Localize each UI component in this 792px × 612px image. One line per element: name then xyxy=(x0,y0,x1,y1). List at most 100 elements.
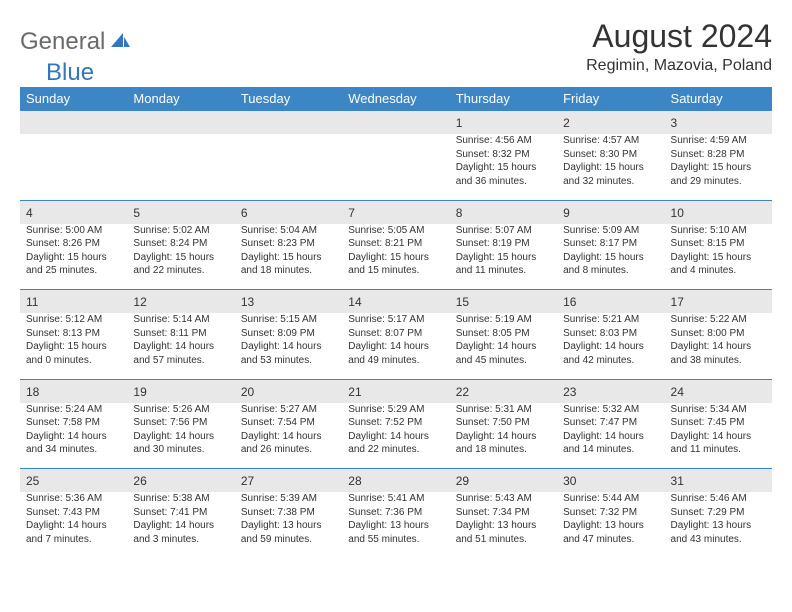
day-detail-cell: Sunrise: 5:15 AMSunset: 8:09 PMDaylight:… xyxy=(235,313,342,379)
day-detail-text: Sunrise: 5:00 AMSunset: 8:26 PMDaylight:… xyxy=(26,224,121,278)
calendar-table: SundayMondayTuesdayWednesdayThursdayFrid… xyxy=(20,87,772,558)
day-number: 24 xyxy=(671,385,684,399)
week-daynum-row: 45678910 xyxy=(20,200,772,224)
day-number-cell: 6 xyxy=(235,200,342,224)
day-number: 8 xyxy=(456,206,463,220)
day-detail-cell: Sunrise: 4:59 AMSunset: 8:28 PMDaylight:… xyxy=(665,134,772,200)
day-number: 25 xyxy=(26,474,39,488)
week-detail-row: Sunrise: 5:36 AMSunset: 7:43 PMDaylight:… xyxy=(20,492,772,558)
day-number: 30 xyxy=(563,474,576,488)
dow-header-cell: Monday xyxy=(127,87,234,111)
day-detail-cell: Sunrise: 5:38 AMSunset: 7:41 PMDaylight:… xyxy=(127,492,234,558)
day-detail-text: Sunrise: 5:44 AMSunset: 7:32 PMDaylight:… xyxy=(563,492,658,546)
week-daynum-row: 25262728293031 xyxy=(20,469,772,493)
month-title: August 2024 xyxy=(586,18,772,55)
day-number-cell: 10 xyxy=(665,200,772,224)
day-detail-cell: Sunrise: 5:14 AMSunset: 8:11 PMDaylight:… xyxy=(127,313,234,379)
day-detail-cell: Sunrise: 5:09 AMSunset: 8:17 PMDaylight:… xyxy=(557,224,664,290)
day-number-cell: 3 xyxy=(665,111,772,135)
day-number: 9 xyxy=(563,206,570,220)
day-detail-text: Sunrise: 5:09 AMSunset: 8:17 PMDaylight:… xyxy=(563,224,658,278)
day-detail-cell: Sunrise: 5:26 AMSunset: 7:56 PMDaylight:… xyxy=(127,403,234,469)
day-detail-text: Sunrise: 5:17 AMSunset: 8:07 PMDaylight:… xyxy=(348,313,443,367)
day-number-cell: 14 xyxy=(342,290,449,314)
day-number-cell: 24 xyxy=(665,379,772,403)
day-detail-cell: Sunrise: 5:32 AMSunset: 7:47 PMDaylight:… xyxy=(557,403,664,469)
day-detail-text: Sunrise: 5:12 AMSunset: 8:13 PMDaylight:… xyxy=(26,313,121,367)
day-detail-text: Sunrise: 5:21 AMSunset: 8:03 PMDaylight:… xyxy=(563,313,658,367)
empty-cell xyxy=(235,111,342,135)
day-detail-cell: Sunrise: 5:29 AMSunset: 7:52 PMDaylight:… xyxy=(342,403,449,469)
dow-header-cell: Friday xyxy=(557,87,664,111)
day-number-cell: 15 xyxy=(450,290,557,314)
day-detail-cell: Sunrise: 5:00 AMSunset: 8:26 PMDaylight:… xyxy=(20,224,127,290)
brand-logo: General xyxy=(20,28,135,56)
day-number-cell: 25 xyxy=(20,469,127,493)
day-detail-cell: Sunrise: 5:12 AMSunset: 8:13 PMDaylight:… xyxy=(20,313,127,379)
day-detail-text: Sunrise: 5:36 AMSunset: 7:43 PMDaylight:… xyxy=(26,492,121,546)
day-detail-text: Sunrise: 5:29 AMSunset: 7:52 PMDaylight:… xyxy=(348,403,443,457)
week-detail-row: Sunrise: 5:12 AMSunset: 8:13 PMDaylight:… xyxy=(20,313,772,379)
day-detail-text: Sunrise: 5:15 AMSunset: 8:09 PMDaylight:… xyxy=(241,313,336,367)
day-detail-cell: Sunrise: 5:07 AMSunset: 8:19 PMDaylight:… xyxy=(450,224,557,290)
day-number: 12 xyxy=(133,295,146,309)
day-number: 23 xyxy=(563,385,576,399)
day-detail-cell: Sunrise: 5:39 AMSunset: 7:38 PMDaylight:… xyxy=(235,492,342,558)
day-number-cell: 1 xyxy=(450,111,557,135)
day-number: 6 xyxy=(241,206,248,220)
day-number-cell: 23 xyxy=(557,379,664,403)
day-detail-text: Sunrise: 5:39 AMSunset: 7:38 PMDaylight:… xyxy=(241,492,336,546)
day-detail-cell: Sunrise: 4:56 AMSunset: 8:32 PMDaylight:… xyxy=(450,134,557,200)
day-number: 31 xyxy=(671,474,684,488)
day-detail-cell: Sunrise: 5:27 AMSunset: 7:54 PMDaylight:… xyxy=(235,403,342,469)
day-detail-cell: Sunrise: 5:24 AMSunset: 7:58 PMDaylight:… xyxy=(20,403,127,469)
day-number: 1 xyxy=(456,116,463,130)
day-number-cell: 7 xyxy=(342,200,449,224)
day-detail-text: Sunrise: 5:46 AMSunset: 7:29 PMDaylight:… xyxy=(671,492,766,546)
day-number-cell: 5 xyxy=(127,200,234,224)
day-number-cell: 8 xyxy=(450,200,557,224)
day-number-cell: 13 xyxy=(235,290,342,314)
week-detail-row: Sunrise: 4:56 AMSunset: 8:32 PMDaylight:… xyxy=(20,134,772,200)
day-detail-text: Sunrise: 5:14 AMSunset: 8:11 PMDaylight:… xyxy=(133,313,228,367)
day-number: 28 xyxy=(348,474,361,488)
day-number: 19 xyxy=(133,385,146,399)
day-number-cell: 12 xyxy=(127,290,234,314)
day-detail-cell: Sunrise: 5:43 AMSunset: 7:34 PMDaylight:… xyxy=(450,492,557,558)
day-detail-text: Sunrise: 5:34 AMSunset: 7:45 PMDaylight:… xyxy=(671,403,766,457)
week-daynum-row: 18192021222324 xyxy=(20,379,772,403)
day-number: 16 xyxy=(563,295,576,309)
day-detail-text: Sunrise: 5:22 AMSunset: 8:00 PMDaylight:… xyxy=(671,313,766,367)
dow-header-cell: Wednesday xyxy=(342,87,449,111)
day-detail-text: Sunrise: 4:57 AMSunset: 8:30 PMDaylight:… xyxy=(563,134,658,188)
day-number-cell: 19 xyxy=(127,379,234,403)
day-detail-text: Sunrise: 5:27 AMSunset: 7:54 PMDaylight:… xyxy=(241,403,336,457)
empty-cell xyxy=(127,134,234,200)
dow-header-cell: Thursday xyxy=(450,87,557,111)
empty-cell xyxy=(342,134,449,200)
day-number-cell: 27 xyxy=(235,469,342,493)
brand-part2: Blue xyxy=(46,59,94,87)
day-number-cell: 16 xyxy=(557,290,664,314)
day-detail-text: Sunrise: 5:31 AMSunset: 7:50 PMDaylight:… xyxy=(456,403,551,457)
day-number-cell: 17 xyxy=(665,290,772,314)
day-number: 21 xyxy=(348,385,361,399)
day-detail-text: Sunrise: 5:24 AMSunset: 7:58 PMDaylight:… xyxy=(26,403,121,457)
day-detail-text: Sunrise: 5:26 AMSunset: 7:56 PMDaylight:… xyxy=(133,403,228,457)
empty-cell xyxy=(20,134,127,200)
day-detail-cell: Sunrise: 5:34 AMSunset: 7:45 PMDaylight:… xyxy=(665,403,772,469)
day-number: 7 xyxy=(348,206,355,220)
day-detail-text: Sunrise: 5:05 AMSunset: 8:21 PMDaylight:… xyxy=(348,224,443,278)
day-detail-text: Sunrise: 5:43 AMSunset: 7:34 PMDaylight:… xyxy=(456,492,551,546)
day-detail-cell: Sunrise: 5:04 AMSunset: 8:23 PMDaylight:… xyxy=(235,224,342,290)
week-daynum-row: 123 xyxy=(20,111,772,135)
day-detail-cell: Sunrise: 5:36 AMSunset: 7:43 PMDaylight:… xyxy=(20,492,127,558)
day-number-cell: 29 xyxy=(450,469,557,493)
location: Regimin, Mazovia, Poland xyxy=(586,57,772,75)
day-number-cell: 31 xyxy=(665,469,772,493)
empty-cell xyxy=(127,111,234,135)
day-number: 20 xyxy=(241,385,254,399)
day-detail-text: Sunrise: 5:19 AMSunset: 8:05 PMDaylight:… xyxy=(456,313,551,367)
day-number-cell: 28 xyxy=(342,469,449,493)
day-number: 29 xyxy=(456,474,469,488)
